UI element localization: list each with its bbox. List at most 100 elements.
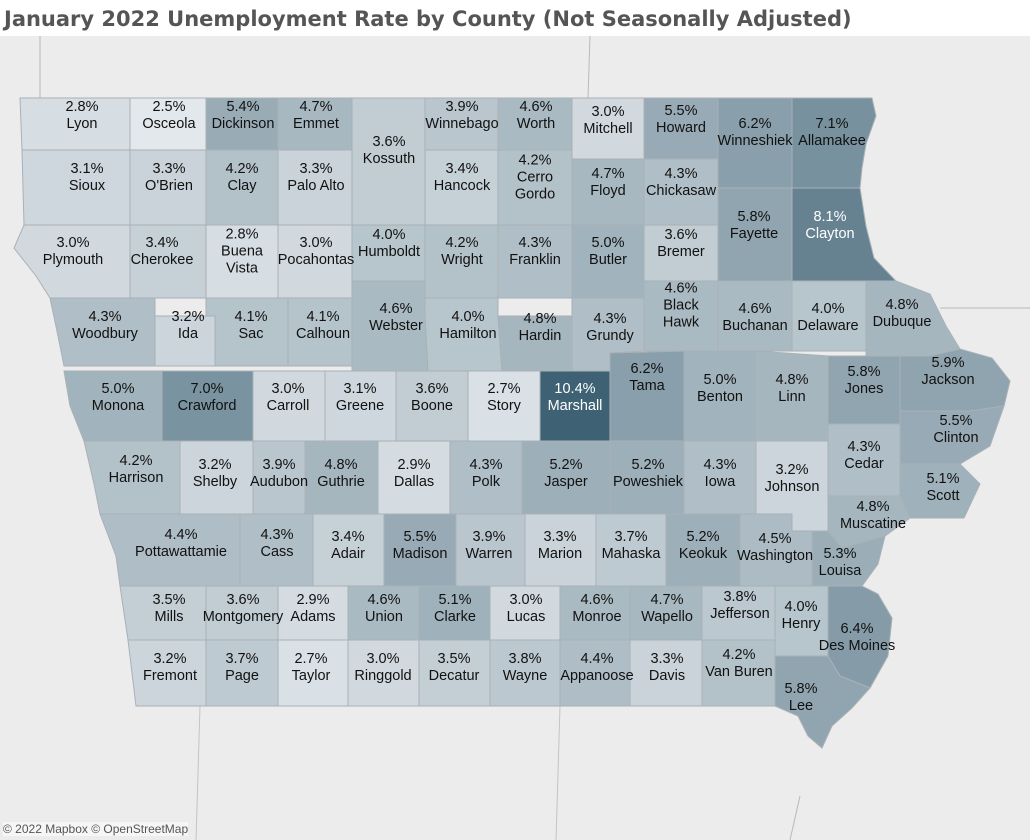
county-woodbury[interactable]	[49, 297, 156, 367]
county-rate: 3.0%	[56, 235, 90, 251]
county-label-plymouth: 3.0% Plymouth	[43, 235, 103, 269]
county-label-woodbury: 4.3% Woodbury	[72, 309, 138, 343]
county-rate: 2.5%	[152, 99, 186, 115]
county-label-bremer: 3.6% Bremer	[657, 227, 705, 261]
county-label-emmet: 4.7% Emmet	[293, 99, 339, 133]
county-rate: 3.4%	[145, 235, 179, 251]
county-name: Jones	[844, 381, 884, 397]
choropleth-map[interactable]: 2.8% Lyon 2.5% Osceola 5.4% Dickinson 4.7% Emme…	[0, 36, 1030, 840]
county-name: Audubon	[249, 474, 309, 490]
county-name: Wayne	[502, 668, 548, 684]
county-rate: 5.2%	[549, 457, 583, 473]
county-name: Kossuth	[362, 151, 416, 167]
county-rate: 3.3%	[543, 529, 577, 545]
county-label-pottawattamie: 4.4% Pottawattamie	[135, 527, 227, 561]
county-label-dickinson: 5.4% Dickinson	[212, 99, 275, 133]
county-label-wright: 4.2% Wright	[441, 235, 483, 269]
county-label-buena-vista: 2.8% Buena Vista	[221, 227, 263, 278]
page-title: January 2022 Unemployment Rate by County…	[4, 7, 852, 31]
county-name: Butler	[589, 252, 627, 268]
county-label-tama: 6.2% Tama	[629, 361, 664, 395]
county-label-lucas: 3.0% Lucas	[507, 592, 546, 626]
county-name: Cass	[260, 544, 294, 560]
county-label-washington: 4.5% Washington	[737, 531, 813, 565]
county-rate: 3.5%	[152, 592, 186, 608]
county-rate: 10.4%	[554, 381, 596, 397]
county-label-page: 3.7% Page	[225, 651, 259, 685]
county-name: Wapello	[641, 609, 693, 625]
county-name: Cedar	[844, 456, 884, 472]
county-name: Cherokee	[130, 252, 194, 268]
county-label-wapello: 4.7% Wapello	[641, 592, 693, 626]
county-rate: 3.6%	[226, 592, 260, 608]
county-label-decatur: 3.5% Decatur	[429, 651, 480, 685]
county-name: Wright	[441, 252, 483, 268]
county-label-fayette: 5.8% Fayette	[730, 209, 778, 243]
county-rate: 5.3%	[823, 546, 857, 562]
county-name: Winneshiek	[717, 133, 793, 149]
county-label-montgomery: 3.6% Montgomery	[203, 592, 284, 626]
county-rate: 3.7%	[614, 529, 648, 545]
county-label-o-brien: 3.3% O'Brien	[145, 161, 193, 195]
county-name: Marshall	[547, 398, 603, 414]
county-name: Allamakee	[798, 133, 866, 149]
county-rate: 4.6%	[367, 592, 401, 608]
county-name: Floyd	[590, 183, 626, 199]
county-label-henry: 4.0% Henry	[782, 599, 821, 633]
county-rate: 4.3%	[703, 457, 737, 473]
county-name: Black Hawk	[662, 297, 700, 331]
county-rate: 3.2%	[775, 462, 809, 478]
county-rate: 4.3%	[260, 527, 294, 543]
county-rate: 5.5%	[403, 529, 437, 545]
county-name: Adams	[290, 609, 336, 625]
map-canvas[interactable]	[0, 36, 1030, 840]
county-name: Sioux	[68, 178, 106, 194]
county-rate: 3.0%	[271, 381, 305, 397]
county-name: Van Buren	[705, 664, 773, 680]
county-rate: 3.2%	[153, 651, 187, 667]
county-label-union: 4.6% Union	[365, 592, 403, 626]
county-name: Lyon	[66, 116, 98, 132]
county-name: Clarke	[434, 609, 476, 625]
county-rate: 3.2%	[171, 309, 205, 325]
county-name: Hancock	[433, 178, 491, 194]
county-label-scott: 5.1% Scott	[926, 471, 959, 505]
county-rate: 4.1%	[234, 309, 268, 325]
county-label-cedar: 4.3% Cedar	[844, 439, 884, 473]
county-rate: 4.2%	[225, 161, 259, 177]
county-rate: 7.0%	[190, 381, 224, 397]
county-name: Chickasaw	[645, 183, 717, 199]
county-name: Franklin	[509, 252, 561, 268]
county-rate: 3.4%	[445, 161, 479, 177]
county-rate: 4.0%	[451, 309, 485, 325]
county-rate: 8.1%	[813, 209, 847, 225]
county-rate: 4.8%	[523, 311, 557, 327]
county-name: O'Brien	[145, 178, 193, 194]
county-rate: 4.7%	[299, 99, 333, 115]
county-name: Emmet	[293, 116, 339, 132]
county-label-allamakee: 7.1% Allamakee	[798, 116, 866, 150]
county-name: Louisa	[818, 563, 862, 579]
county-label-carroll: 3.0% Carroll	[267, 381, 310, 415]
county-rate: 4.4%	[580, 651, 614, 667]
county-rate: 4.2%	[119, 453, 153, 469]
county-rate: 4.0%	[784, 599, 818, 615]
county-label-adair: 3.4% Adair	[331, 529, 365, 563]
county-name: Adair	[331, 546, 365, 562]
county-label-johnson: 3.2% Johnson	[765, 462, 820, 496]
county-name: Calhoun	[295, 326, 351, 342]
county-label-pocahontas: 3.0% Pocahontas	[278, 235, 355, 269]
county-rate: 5.1%	[438, 592, 472, 608]
map-attribution: © 2022 Mapbox © OpenStreetMap	[3, 822, 189, 836]
county-lee[interactable]	[774, 655, 871, 749]
county-label-boone: 3.6% Boone	[411, 381, 453, 415]
county-label-polk: 4.3% Polk	[469, 457, 502, 491]
county-name: Buchanan	[722, 318, 788, 334]
county-name: Ida	[177, 326, 199, 342]
county-label-harrison: 4.2% Harrison	[109, 453, 164, 487]
county-name: Lucas	[506, 609, 546, 625]
county-name: Muscatine	[839, 516, 907, 532]
neighbor-state-line	[555, 705, 561, 840]
county-label-jones: 5.8% Jones	[845, 364, 884, 398]
county-label-chickasaw: 4.3% Chickasaw	[646, 166, 716, 200]
